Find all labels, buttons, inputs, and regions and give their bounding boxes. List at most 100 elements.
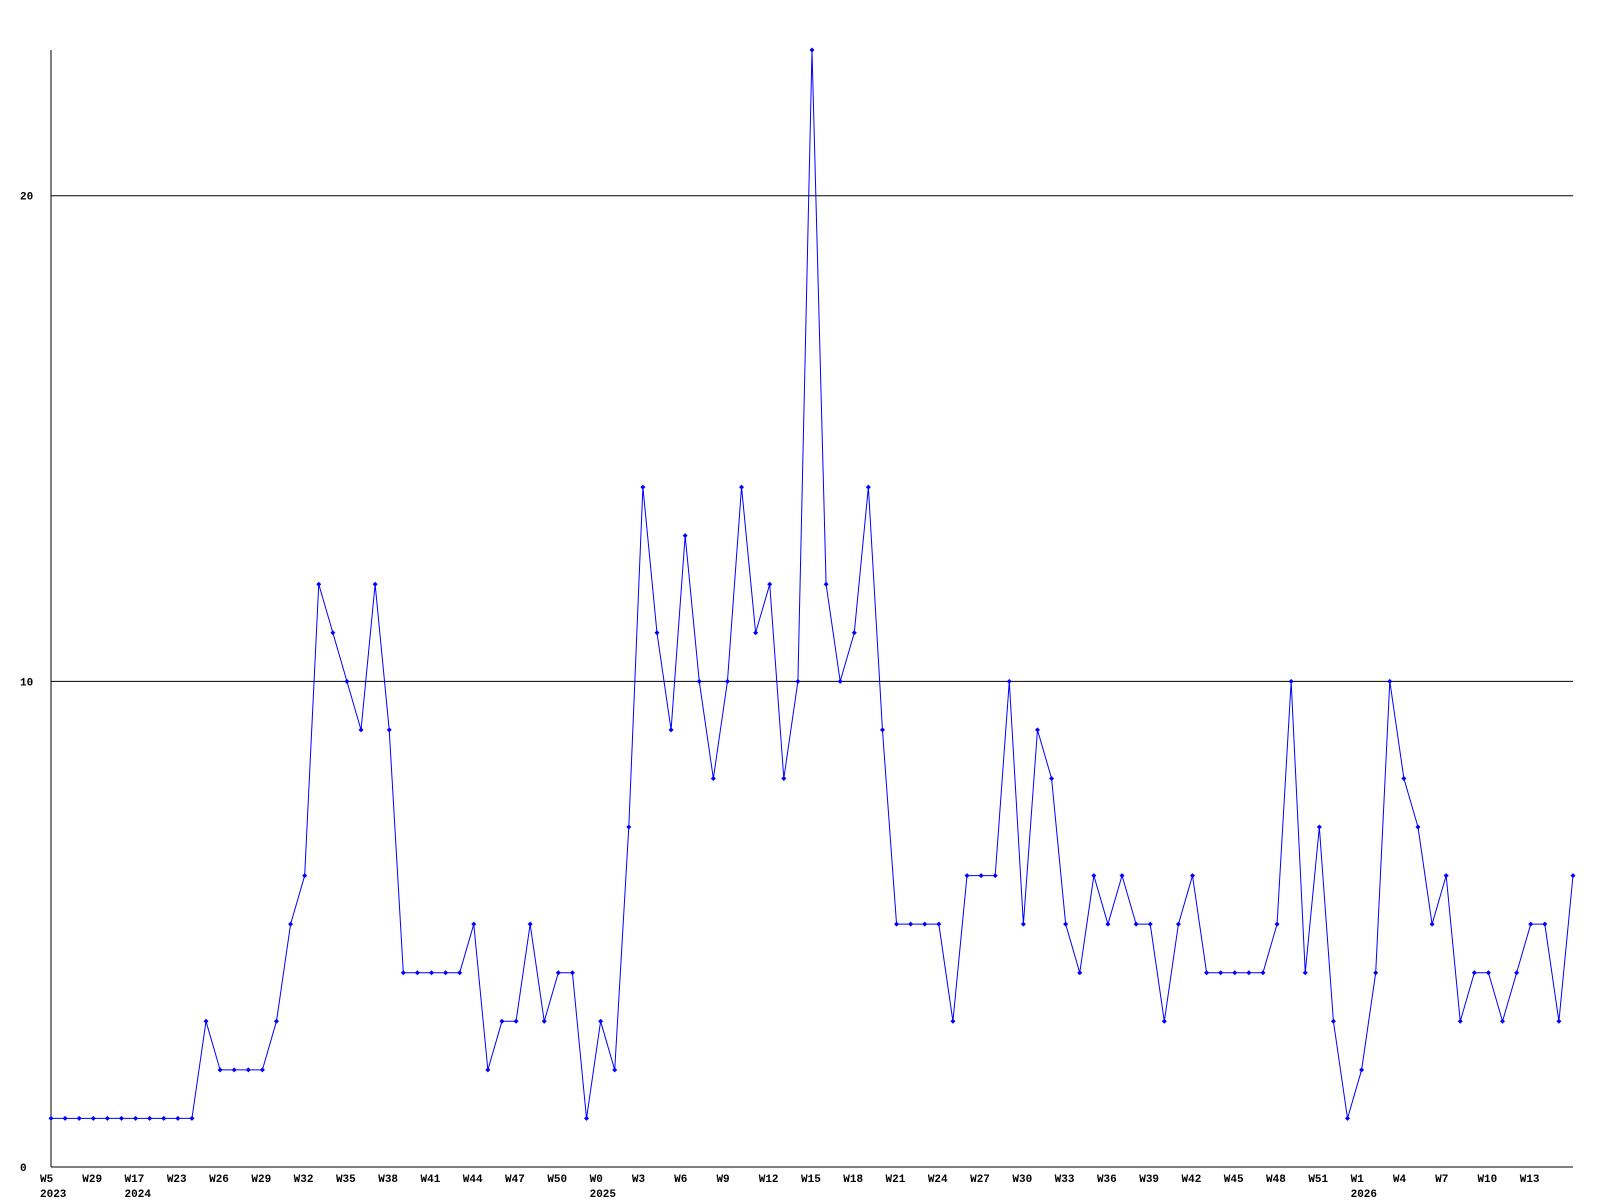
- data-point: [1091, 873, 1097, 879]
- data-point: [739, 484, 745, 490]
- data-point: [344, 678, 350, 684]
- data-point: [1471, 970, 1477, 976]
- x-tick-label: W18: [843, 1174, 863, 1186]
- data-point: [978, 873, 984, 879]
- data-point: [1542, 921, 1548, 927]
- data-point: [231, 1067, 237, 1073]
- x-tick-label: W38: [378, 1174, 398, 1186]
- data-point: [753, 630, 759, 636]
- data-point: [1345, 1115, 1351, 1121]
- x-tick-label: W47: [505, 1174, 525, 1186]
- data-point: [936, 921, 942, 927]
- data-point: [1119, 873, 1125, 879]
- x-tick-label: W29: [82, 1174, 102, 1186]
- x-year-label: 2025: [590, 1189, 617, 1200]
- x-tick-label: W17: [125, 1174, 145, 1186]
- data-point: [626, 824, 632, 830]
- x-tick-label: W24: [928, 1174, 948, 1186]
- x-tick-label: W41: [421, 1174, 441, 1186]
- x-tick-label: W23: [167, 1174, 187, 1186]
- x-year-label: 2023: [40, 1189, 67, 1200]
- data-point: [302, 873, 308, 879]
- x-tick-label: W13: [1520, 1174, 1540, 1186]
- data-point: [1147, 921, 1153, 927]
- x-tick-label: W39: [1139, 1174, 1159, 1186]
- data-point: [133, 1115, 139, 1121]
- data-point: [781, 775, 787, 781]
- data-point: [1161, 1018, 1167, 1024]
- x-tick-label: W7: [1435, 1174, 1448, 1186]
- data-point: [879, 727, 885, 733]
- y-tick-label: 20: [20, 192, 33, 204]
- data-point: [414, 970, 420, 976]
- x-tick-label: W6: [674, 1174, 687, 1186]
- data-point: [1034, 727, 1040, 733]
- data-point: [175, 1115, 181, 1121]
- data-point: [1330, 1018, 1336, 1024]
- data-point: [1232, 970, 1238, 976]
- data-point: [1204, 970, 1210, 976]
- data-point: [1006, 678, 1012, 684]
- x-tick-label: W0: [590, 1174, 603, 1186]
- data-point: [584, 1115, 590, 1121]
- data-point: [865, 484, 871, 490]
- x-year-label: 2026: [1351, 1189, 1377, 1200]
- x-tick-label: W42: [1182, 1174, 1202, 1186]
- x-tick-label: W44: [463, 1174, 483, 1186]
- data-point: [245, 1067, 251, 1073]
- data-point: [767, 581, 773, 587]
- data-point: [1288, 678, 1294, 684]
- x-tick-label: W4: [1393, 1174, 1407, 1186]
- data-point: [1316, 824, 1322, 830]
- x-tick-label: W30: [1012, 1174, 1032, 1186]
- x-tick-label: W33: [1055, 1174, 1075, 1186]
- data-point: [992, 873, 998, 879]
- data-point: [90, 1115, 96, 1121]
- data-point: [1500, 1018, 1506, 1024]
- data-point: [1302, 970, 1308, 976]
- data-point: [513, 1018, 519, 1024]
- data-point: [1133, 921, 1139, 927]
- data-point: [1570, 873, 1576, 879]
- data-point: [499, 1018, 505, 1024]
- data-point: [682, 533, 688, 539]
- y-tick-label: 10: [20, 677, 33, 689]
- data-point: [1077, 970, 1083, 976]
- data-point: [471, 921, 477, 927]
- data-point: [1556, 1018, 1562, 1024]
- data-point: [189, 1115, 195, 1121]
- data-point: [400, 970, 406, 976]
- data-point: [48, 1115, 54, 1121]
- data-point: [809, 47, 815, 53]
- data-point: [640, 484, 646, 490]
- data-point: [358, 727, 364, 733]
- data-point: [823, 581, 829, 587]
- data-point: [1105, 921, 1111, 927]
- data-point: [555, 970, 561, 976]
- x-tick-label: W10: [1477, 1174, 1497, 1186]
- data-point: [569, 970, 575, 976]
- data-point: [217, 1067, 223, 1073]
- data-point: [62, 1115, 68, 1121]
- x-year-label: 2024: [125, 1189, 152, 1200]
- x-tick-label: W26: [209, 1174, 229, 1186]
- data-point: [147, 1115, 153, 1121]
- data-point: [1359, 1067, 1365, 1073]
- data-point: [1218, 970, 1224, 976]
- x-tick-label: W3: [632, 1174, 646, 1186]
- x-tick-label: W48: [1266, 1174, 1286, 1186]
- data-point: [894, 921, 900, 927]
- data-point: [1485, 970, 1491, 976]
- data-point: [1457, 1018, 1463, 1024]
- data-point: [1429, 921, 1435, 927]
- data-point: [316, 581, 322, 587]
- series-line: [51, 49, 1574, 1119]
- x-tick-label: W29: [251, 1174, 271, 1186]
- data-point: [1190, 873, 1195, 879]
- data-point: [372, 581, 378, 587]
- data-point: [1373, 970, 1379, 976]
- data-point: [710, 775, 716, 781]
- y-tick-label: 0: [20, 1163, 27, 1175]
- data-point: [1514, 970, 1520, 976]
